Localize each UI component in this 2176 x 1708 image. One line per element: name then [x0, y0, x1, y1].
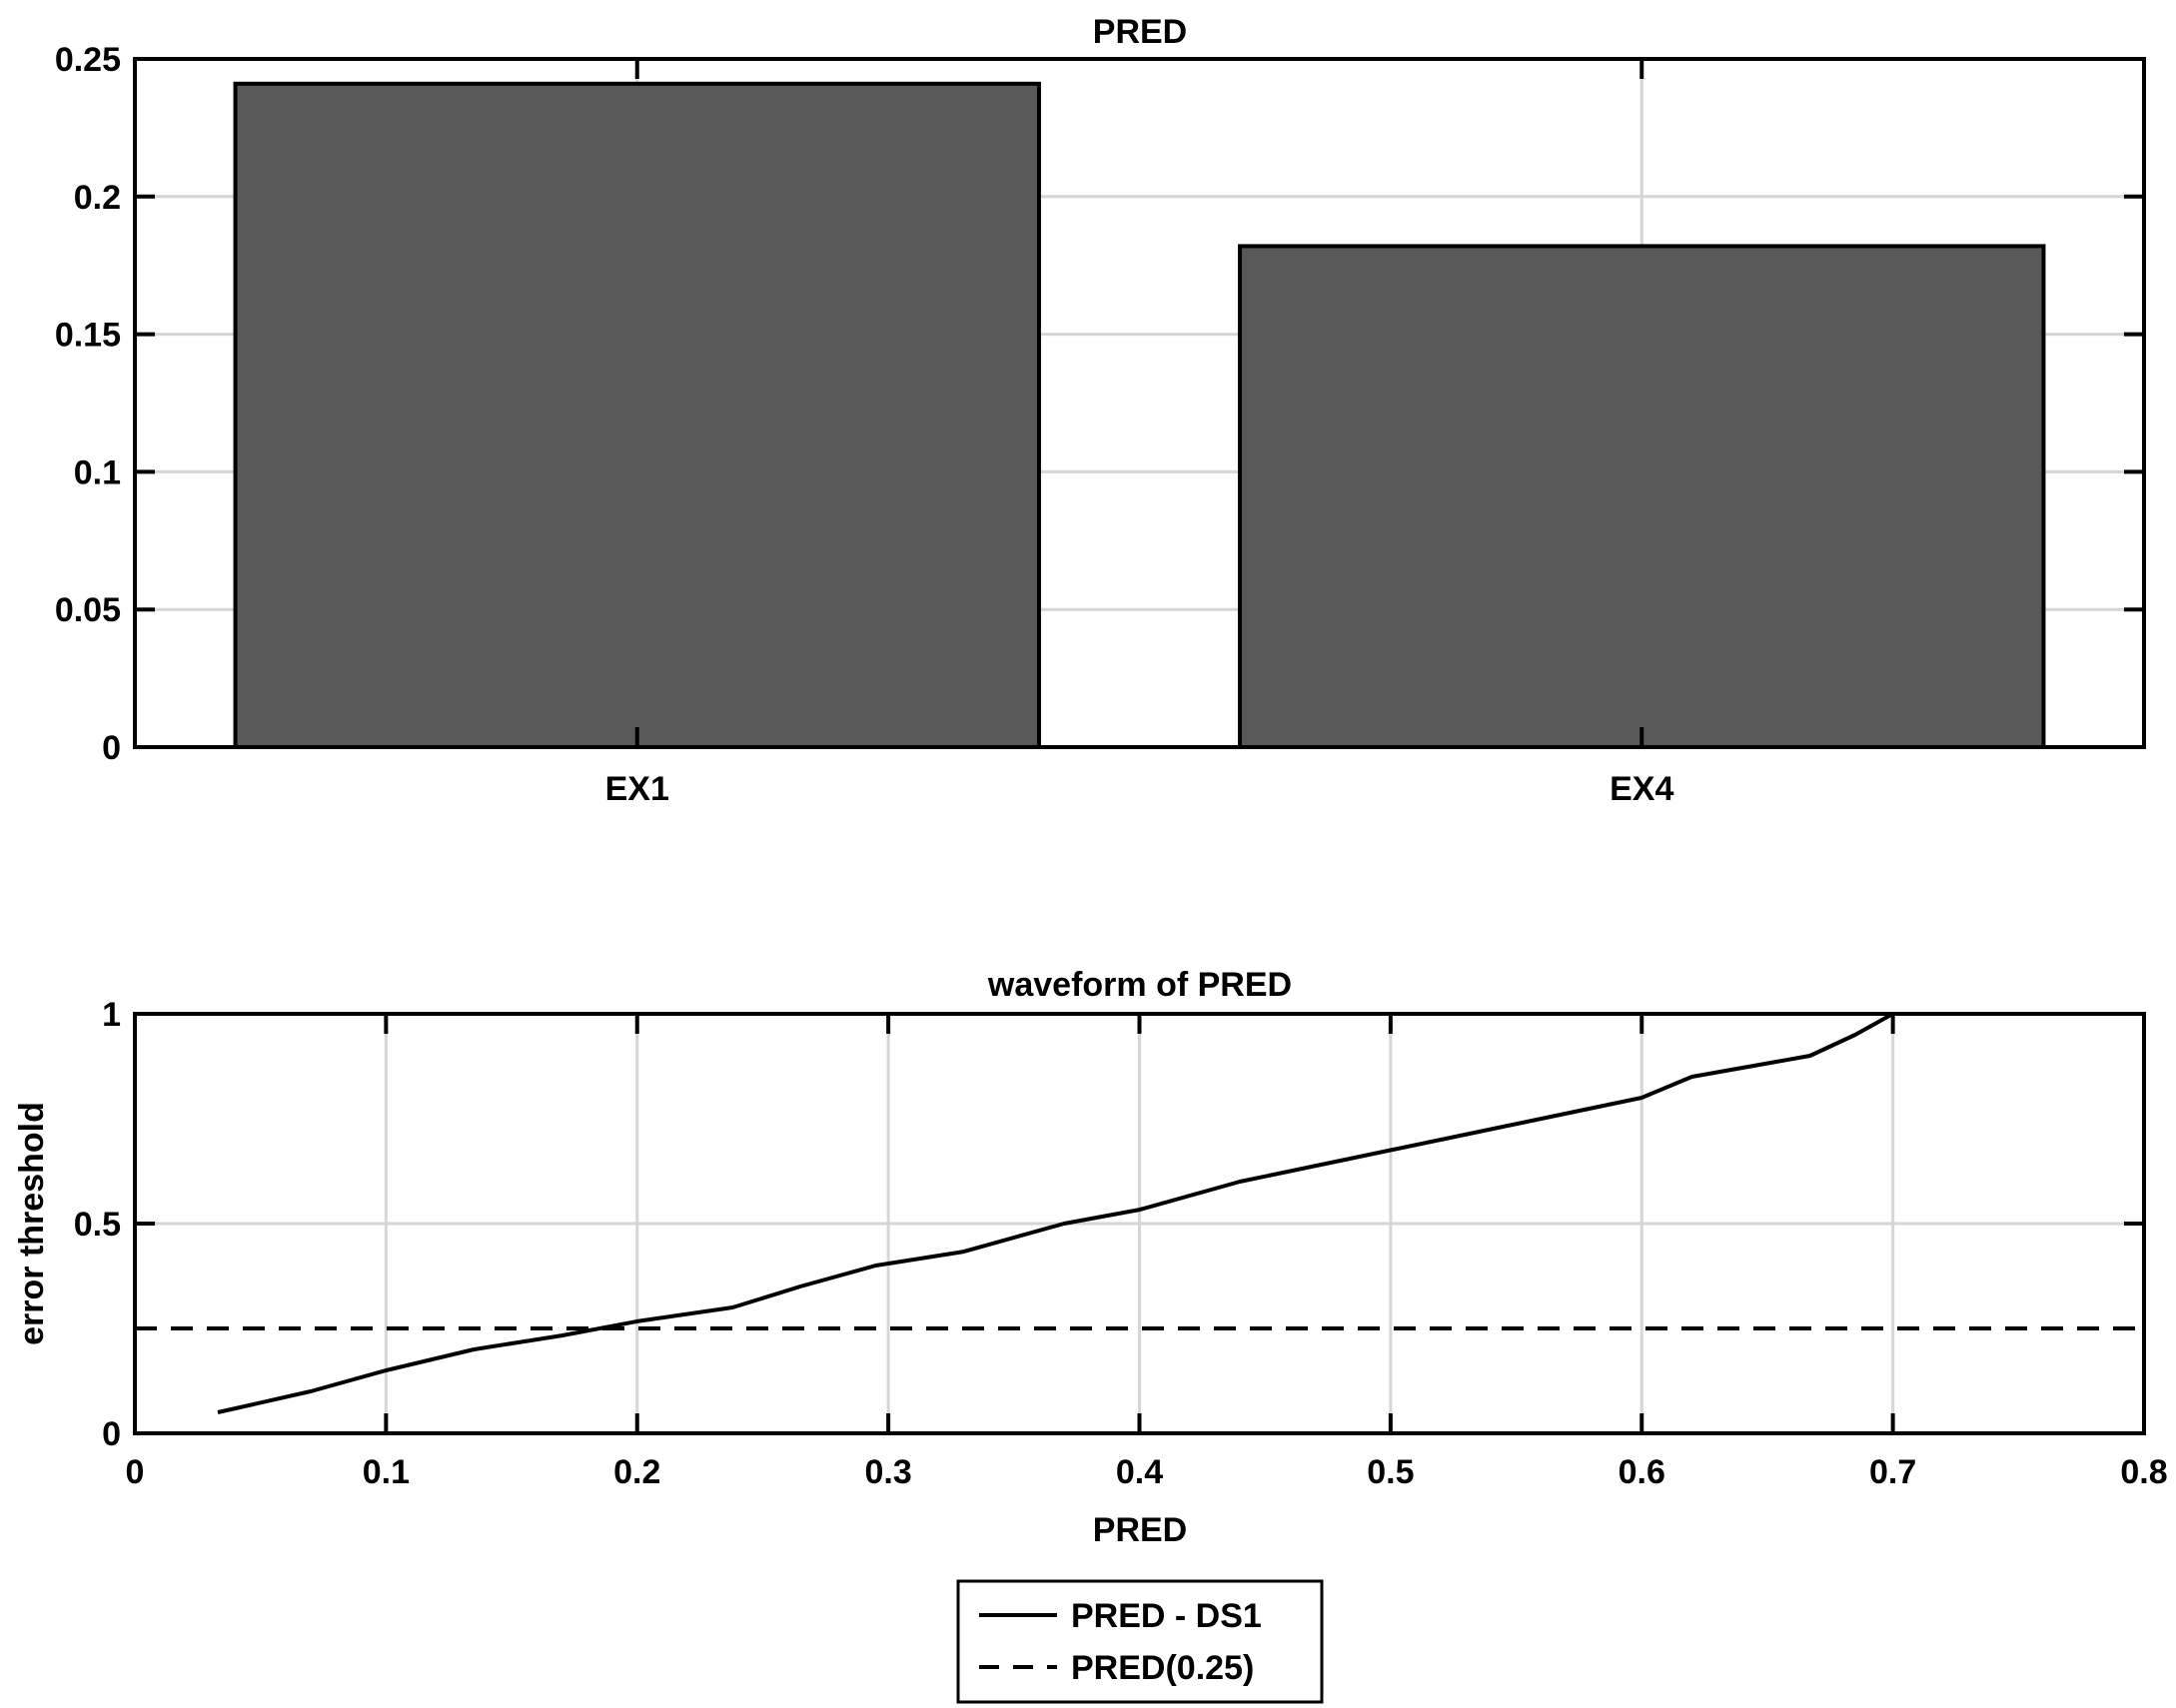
- line-chart-y-axis-label: error threshold: [13, 1102, 51, 1345]
- line-x-tick-label: 0.8: [2120, 1453, 2167, 1491]
- bar-chart: PRED 0 0.05 0.1 0.15 0.2 0.25 EX1 EX4: [55, 13, 2146, 808]
- bar-category-label: EX1: [605, 770, 669, 808]
- line-y-tick-label: 0.5: [74, 1206, 121, 1244]
- legend: PRED - DS1 PRED(0.25): [956, 1579, 1324, 1704]
- line-chart-series: [135, 1012, 2144, 1414]
- line-chart-x-axis-label: PRED: [1093, 1511, 1187, 1549]
- line-chart-grid: [133, 1012, 2146, 1435]
- line-x-tick-label: 0.3: [864, 1453, 911, 1491]
- bar-chart-axes-box: [133, 57, 2146, 749]
- line-x-tick-label: 0.2: [613, 1453, 660, 1491]
- line-chart-ticks: 0 0.1 0.2 0.3 0.4 0.5 0.6 0.7 0.8 0 0.5 1: [74, 996, 2168, 1491]
- line-chart-axes-box: [133, 1012, 2146, 1435]
- bar-y-tick-label: 0.05: [55, 591, 121, 629]
- line-chart: waveform of PRED 0 0.1 0.2 0.3 0.4 0.5 0.6 0.7 0…: [13, 966, 2168, 1549]
- bar-y-tick-label: 0.15: [55, 317, 121, 355]
- bar-chart-ticks: 0 0.05 0.1 0.15 0.2 0.25 EX1 EX4: [55, 41, 2144, 808]
- line-chart-title: waveform of PRED: [987, 966, 1292, 1004]
- line-x-tick-label: 0.7: [1869, 1453, 1916, 1491]
- legend-box: [956, 1579, 1324, 1704]
- line-x-tick-label: 0.6: [1619, 1453, 1665, 1491]
- line-x-tick-label: 0.5: [1367, 1453, 1414, 1491]
- bar-chart-title: PRED: [1093, 13, 1187, 51]
- series-pred-ds1: [217, 1012, 1894, 1414]
- bar-category-label: EX4: [1610, 770, 1673, 808]
- line-y-tick-label: 1: [102, 996, 121, 1034]
- bar-y-tick-label: 0.1: [74, 453, 121, 491]
- bar-chart-bars: [233, 81, 2046, 750]
- line-x-tick-label: 0: [126, 1453, 145, 1491]
- bar-y-tick-label: 0.25: [55, 41, 121, 79]
- legend-label-pred-ds1: PRED - DS1: [1071, 1597, 1262, 1635]
- bar-y-tick-label: 0.2: [74, 179, 121, 217]
- legend-label-pred-025: PRED(0.25): [1071, 1649, 1254, 1687]
- line-x-tick-label: 0.4: [1116, 1453, 1163, 1491]
- bar-ex1: [233, 81, 1041, 749]
- line-y-tick-label: 0: [102, 1415, 121, 1453]
- bar-ex4: [1238, 244, 2046, 750]
- line-x-tick-label: 0.1: [363, 1453, 410, 1491]
- bar-y-tick-label: 0: [102, 729, 121, 767]
